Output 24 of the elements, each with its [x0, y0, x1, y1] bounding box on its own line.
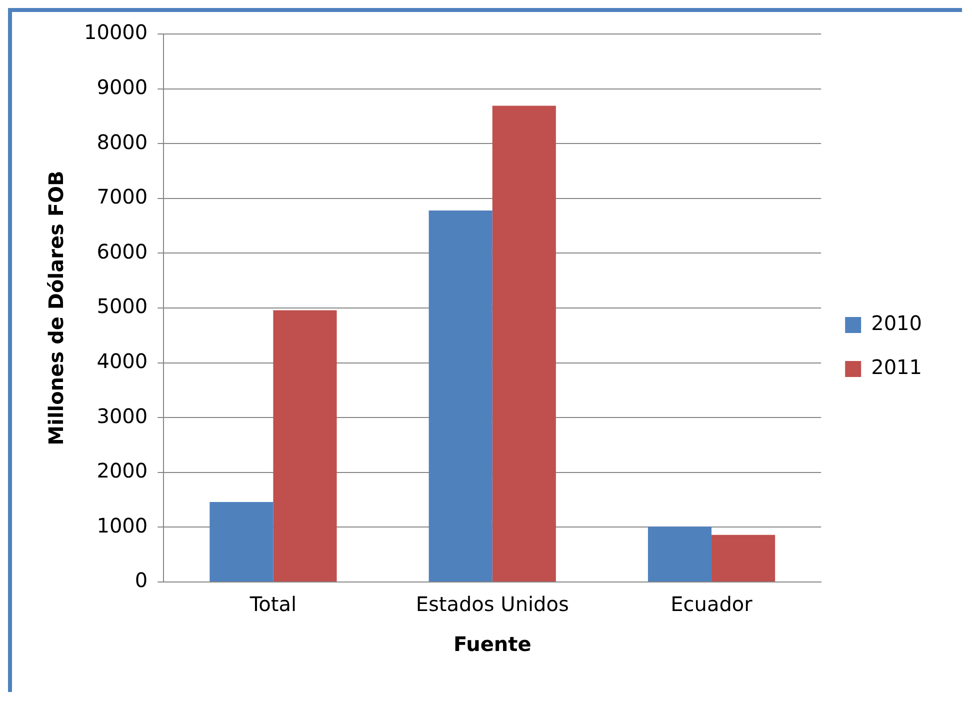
y-tick-label: 9000 [96, 75, 148, 100]
y-tick-label: 1000 [96, 513, 148, 538]
bar [428, 210, 492, 582]
bar [492, 106, 556, 582]
y-tick-label: 6000 [96, 239, 148, 264]
bar [648, 526, 712, 582]
bar [210, 502, 274, 582]
y-tick-label: 5000 [96, 294, 148, 318]
legend-label: 2011 [871, 355, 922, 380]
bar [273, 310, 337, 582]
x-tick-label: Total [248, 592, 297, 616]
y-tick-label: 8000 [96, 130, 148, 154]
x-tick-label: Ecuador [670, 592, 754, 616]
y-tick-label: 3000 [96, 404, 148, 428]
y-tick-label: 0 [134, 568, 148, 592]
bar [712, 534, 776, 582]
y-axis-title: Millones de Dólares FOB [44, 170, 68, 446]
x-axis-title: Fuente [453, 632, 532, 656]
y-tick-label: 10000 [84, 20, 148, 44]
y-tick-label: 4000 [96, 349, 148, 374]
y-tick-label: 7000 [96, 184, 148, 209]
legend-label: 2010 [871, 311, 922, 336]
x-tick-label: Estados Unidos [416, 592, 569, 616]
y-tick-label: 2000 [96, 458, 148, 483]
